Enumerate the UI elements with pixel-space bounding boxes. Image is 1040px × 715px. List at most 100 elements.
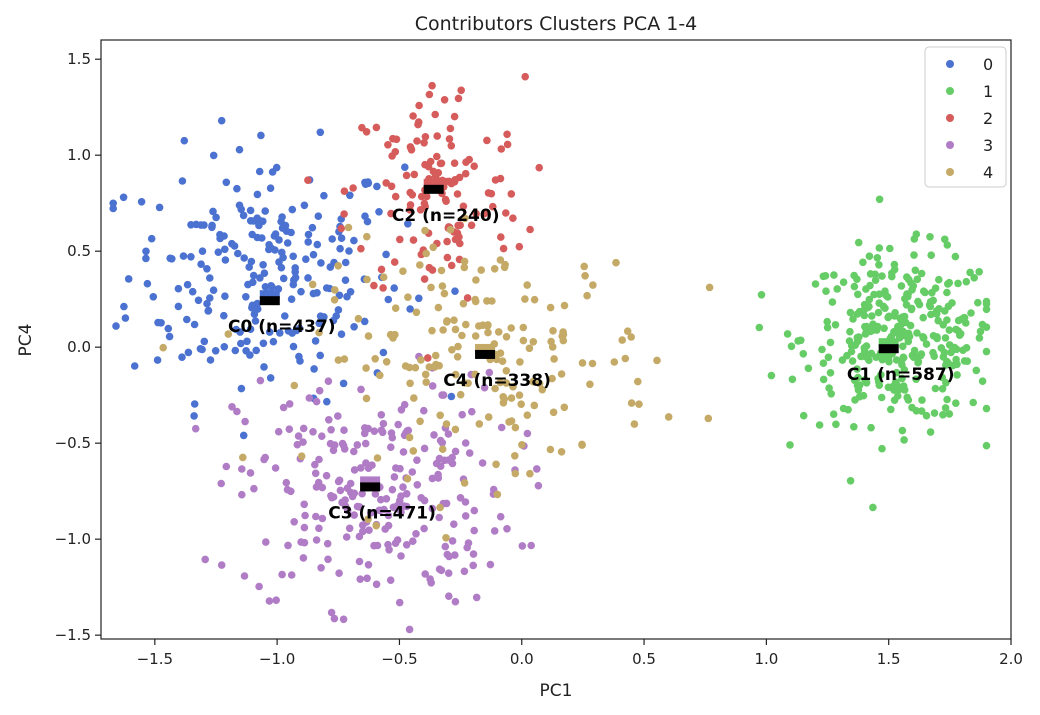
point-cluster-0 (337, 234, 346, 242)
point-cluster-2 (451, 235, 460, 244)
point-cluster-1 (890, 396, 899, 405)
point-cluster-2 (402, 171, 411, 180)
point-cluster-1 (945, 326, 954, 334)
point-cluster-4 (502, 379, 511, 387)
point-cluster-1 (902, 318, 910, 327)
point-cluster-1 (854, 238, 863, 247)
point-cluster-1 (982, 347, 991, 356)
point-cluster-4 (436, 503, 444, 512)
point-cluster-3 (279, 403, 288, 412)
point-cluster-3 (341, 496, 349, 504)
point-cluster-0 (313, 240, 322, 249)
point-cluster-1 (903, 393, 911, 402)
point-cluster-1 (918, 396, 926, 404)
point-cluster-4 (403, 474, 412, 483)
point-cluster-1 (969, 398, 977, 407)
point-cluster-1 (897, 357, 906, 366)
point-cluster-1 (819, 375, 828, 384)
point-cluster-4 (224, 330, 233, 338)
point-cluster-1 (938, 373, 947, 382)
point-cluster-3 (274, 427, 283, 436)
point-cluster-3 (470, 526, 479, 535)
point-cluster-1 (953, 360, 961, 369)
point-cluster-3 (427, 579, 436, 587)
point-cluster-1 (931, 384, 940, 393)
point-cluster-0 (194, 296, 203, 305)
point-cluster-1 (853, 365, 861, 373)
point-cluster-4 (446, 225, 455, 234)
point-cluster-1 (846, 308, 855, 317)
point-cluster-0 (198, 345, 206, 354)
point-cluster-0 (276, 329, 284, 337)
point-cluster-1 (944, 280, 952, 288)
point-cluster-2 (304, 176, 312, 184)
point-cluster-1 (833, 285, 841, 293)
point-cluster-4 (484, 321, 492, 329)
point-cluster-4 (630, 420, 639, 428)
point-cluster-0 (209, 286, 218, 295)
point-cluster-0 (304, 238, 313, 246)
point-cluster-1 (839, 404, 848, 413)
point-cluster-3 (461, 439, 470, 447)
point-cluster-4 (458, 331, 466, 340)
point-cluster-4 (547, 337, 555, 346)
point-cluster-3 (388, 485, 397, 494)
point-cluster-3 (397, 508, 405, 516)
point-cluster-1 (846, 477, 855, 485)
point-cluster-0 (206, 294, 214, 302)
point-cluster-0 (247, 257, 256, 266)
point-cluster-1 (935, 275, 943, 284)
point-cluster-0 (237, 339, 245, 348)
point-cluster-2 (502, 209, 510, 217)
point-cluster-0 (198, 247, 207, 255)
point-cluster-0 (346, 288, 355, 296)
point-cluster-4 (492, 460, 500, 469)
point-cluster-4 (515, 391, 524, 400)
point-cluster-1 (917, 269, 926, 278)
point-cluster-1 (910, 251, 918, 259)
point-cluster-1 (787, 342, 796, 351)
point-cluster-3 (353, 441, 362, 449)
point-cluster-3 (408, 468, 417, 476)
point-cluster-1 (875, 290, 884, 299)
point-cluster-3 (399, 483, 407, 491)
point-cluster-0 (121, 314, 130, 322)
point-cluster-1 (954, 279, 962, 288)
point-cluster-0 (272, 163, 281, 172)
point-cluster-4 (549, 408, 558, 417)
point-cluster-0 (220, 343, 229, 351)
point-cluster-3 (318, 432, 326, 441)
point-cluster-3 (285, 425, 294, 434)
point-cluster-1 (930, 409, 939, 417)
point-cluster-0 (335, 291, 344, 300)
point-cluster-1 (888, 272, 896, 281)
point-cluster-3 (461, 512, 470, 520)
point-cluster-4 (653, 356, 661, 365)
point-cluster-2 (377, 265, 386, 274)
point-cluster-0 (255, 167, 264, 176)
point-cluster-0 (350, 236, 358, 245)
point-cluster-0 (316, 128, 325, 137)
point-cluster-3 (469, 550, 478, 558)
point-cluster-0 (187, 252, 195, 261)
point-cluster-4 (526, 469, 534, 478)
point-cluster-1 (878, 444, 886, 453)
point-cluster-2 (420, 139, 428, 147)
point-cluster-4 (621, 354, 630, 363)
point-cluster-0 (281, 312, 289, 320)
point-cluster-3 (330, 441, 339, 449)
point-cluster-1 (922, 411, 931, 420)
point-cluster-1 (885, 312, 893, 321)
point-cluster-1 (873, 253, 882, 262)
legend-marker-0 (946, 60, 954, 68)
point-cluster-0 (206, 356, 215, 364)
y-tick-label: 1.0 (67, 146, 91, 164)
point-cluster-4 (364, 332, 373, 340)
point-cluster-0 (137, 198, 146, 206)
point-cluster-3 (290, 518, 299, 526)
point-cluster-3 (238, 465, 246, 473)
point-cluster-1 (982, 300, 991, 308)
point-cluster-1 (921, 288, 929, 297)
point-cluster-0 (244, 280, 252, 289)
point-cluster-2 (396, 235, 404, 244)
